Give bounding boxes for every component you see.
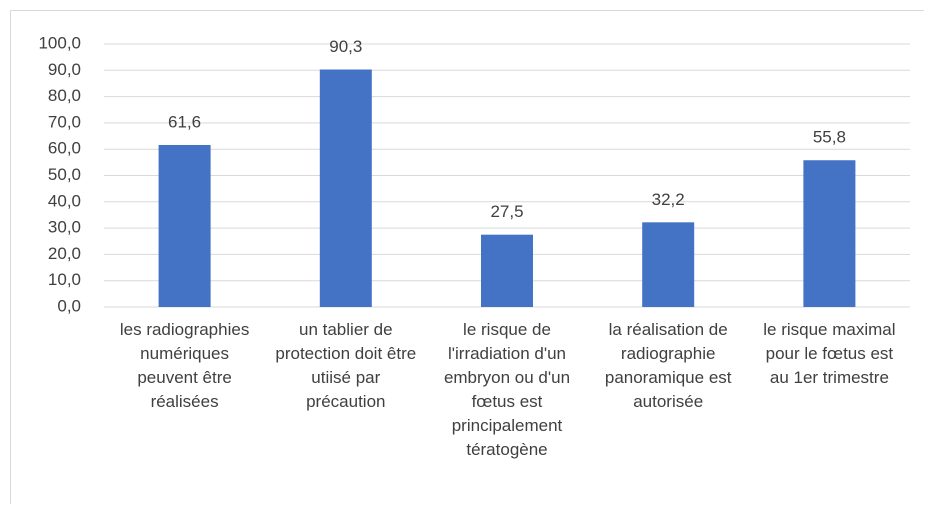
y-tick-label: 50,0	[48, 165, 81, 184]
bar	[642, 222, 695, 307]
y-tick-label: 80,0	[48, 86, 81, 105]
data-label: 55,8	[813, 128, 846, 147]
y-tick-label: 0,0	[57, 296, 81, 315]
bar	[481, 234, 533, 307]
data-label: 90,3	[329, 37, 362, 56]
y-tick-label: 20,0	[48, 244, 81, 263]
data-label: 32,2	[652, 190, 685, 209]
bar	[803, 160, 856, 307]
bar	[319, 69, 372, 307]
y-tick-label: 70,0	[48, 112, 81, 131]
y-tick-label: 60,0	[48, 139, 81, 158]
x-tick-label: un tablier de protection doit être utiis…	[275, 320, 417, 411]
y-tick-label: 40,0	[48, 191, 81, 210]
x-tick-label: le risque de l'irradiation d'un embryon …	[443, 320, 571, 459]
chart-frame	[10, 10, 924, 504]
y-tick-label: 30,0	[48, 218, 81, 237]
x-tick-label: la réalisation de radiographie panoramiq…	[604, 320, 732, 411]
x-tick-label: les radiographies numériques peuvent êtr…	[119, 320, 250, 411]
y-tick-label: 90,0	[48, 60, 81, 79]
bar	[158, 144, 211, 307]
data-label: 27,5	[490, 202, 523, 221]
y-tick-label: 10,0	[48, 270, 81, 289]
x-tick-label: le risque maximal pour le fœtus est au 1…	[763, 320, 896, 387]
data-label: 61,6	[168, 112, 201, 131]
y-tick-label: 100,0	[38, 33, 81, 52]
